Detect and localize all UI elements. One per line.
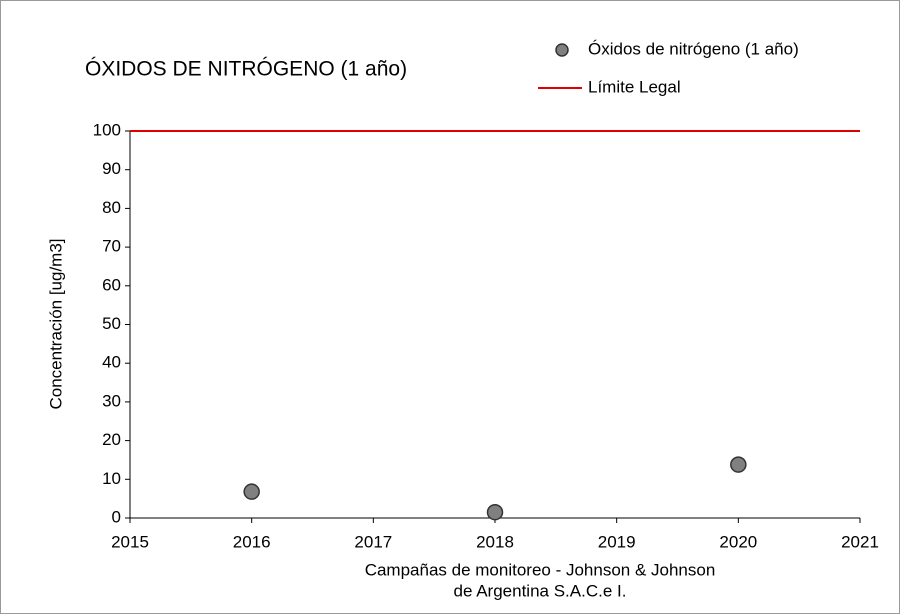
y-tick-label: 70 xyxy=(102,237,121,256)
y-axis-label: Concentración [ug/m3] xyxy=(46,238,65,409)
x-tick-label: 2019 xyxy=(598,532,636,551)
data-point xyxy=(243,483,260,500)
legend-label: Límite Legal xyxy=(588,77,681,96)
x-axis-label: Campañas de monitoreo - Johnson & Johnso… xyxy=(365,560,716,579)
x-tick-label: 2018 xyxy=(476,532,514,551)
x-tick-label: 2020 xyxy=(719,532,757,551)
y-tick-label: 100 xyxy=(93,120,121,139)
y-tick-label: 20 xyxy=(102,430,121,449)
y-tick-label: 50 xyxy=(102,314,121,333)
y-tick-label: 0 xyxy=(112,507,121,526)
x-tick-label: 2015 xyxy=(111,532,149,551)
x-axis-label: de Argentina S.A.C.e I. xyxy=(454,581,627,600)
data-point xyxy=(486,503,504,521)
x-tick-label: 2021 xyxy=(841,532,879,551)
x-tick-label: 2017 xyxy=(354,532,392,551)
legend-label: Óxidos de nitrógeno (1 año) xyxy=(588,39,799,58)
data-point xyxy=(730,456,747,473)
y-tick-label: 30 xyxy=(102,391,121,410)
chart-title: ÓXIDOS DE NITRÓGENO (1 año) xyxy=(85,58,407,81)
y-tick-label: 60 xyxy=(102,275,121,294)
y-tick-label: 40 xyxy=(102,353,121,372)
y-tick-label: 90 xyxy=(102,159,121,178)
y-tick-label: 80 xyxy=(102,198,121,217)
legend-swatch xyxy=(555,43,569,57)
y-tick-label: 10 xyxy=(102,469,121,488)
x-tick-label: 2016 xyxy=(233,532,271,551)
